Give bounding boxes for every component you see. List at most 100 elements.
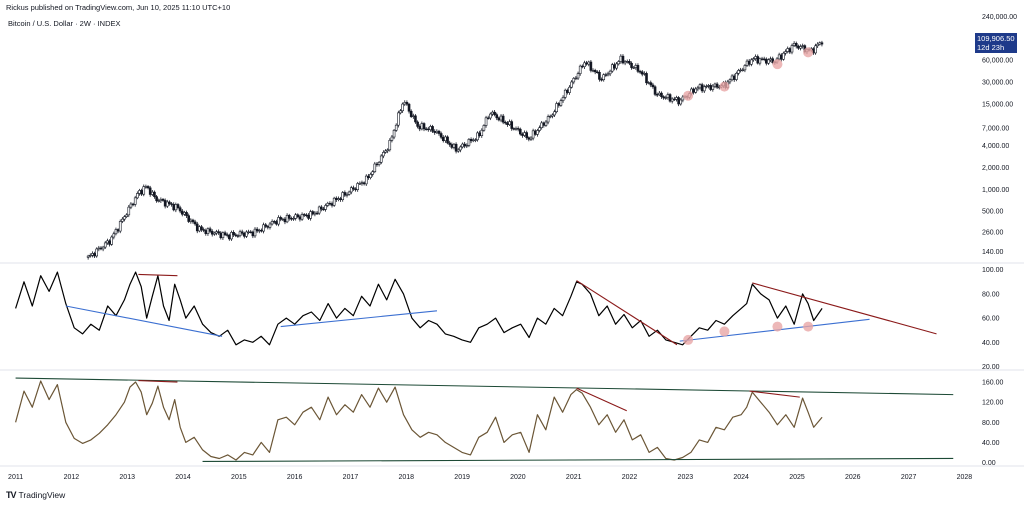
- footer-brand[interactable]: TV TradingView: [6, 490, 65, 500]
- indicator1-tick-label: 100.00: [982, 267, 1004, 274]
- bar-countdown: 12d 23h: [977, 43, 1005, 52]
- candle-body: [598, 72, 601, 80]
- candle-body: [621, 55, 625, 64]
- candle-body: [752, 58, 755, 61]
- candle-body: [471, 139, 475, 142]
- candle-body: [185, 212, 188, 216]
- candle-body: [110, 236, 113, 245]
- candle-body: [444, 136, 447, 141]
- candle-body: [632, 67, 635, 69]
- trendline-blue: [280, 310, 438, 328]
- candle-body: [450, 144, 454, 148]
- candle-body: [662, 96, 665, 99]
- candle-body: [347, 191, 351, 195]
- candle-body: [643, 73, 646, 75]
- candle-body: [294, 214, 297, 219]
- candle-body: [257, 229, 261, 232]
- candle-body: [645, 73, 648, 84]
- candle-body: [362, 182, 366, 185]
- candle-body: [349, 187, 353, 193]
- candle-body: [270, 221, 274, 225]
- candle-body: [403, 102, 407, 105]
- candle-body: [322, 208, 325, 211]
- candle-body: [623, 61, 627, 64]
- candle-body: [138, 190, 141, 194]
- candle-body: [116, 229, 120, 232]
- symbol-title[interactable]: Bitcoin / U.S. Dollar · 2W · INDEX: [8, 19, 121, 28]
- candle-body: [615, 63, 618, 69]
- candle-body: [401, 103, 404, 112]
- candle-body: [221, 232, 225, 239]
- candle-body: [533, 130, 537, 135]
- candle-body: [679, 99, 683, 105]
- candle-body: [465, 145, 469, 147]
- price-tick-label: 260.00: [982, 229, 1004, 236]
- x-tick-label: 2013: [119, 474, 135, 481]
- candle-body: [245, 231, 248, 237]
- candle-body: [510, 121, 514, 129]
- candle-body: [587, 61, 591, 65]
- candle-body: [356, 183, 359, 190]
- candle-body: [277, 217, 280, 225]
- candle-body: [155, 196, 158, 202]
- candle-body: [253, 228, 257, 237]
- candle-body: [95, 248, 98, 257]
- candle-body: [358, 183, 362, 185]
- candle-body: [516, 128, 520, 130]
- candle-body: [486, 117, 490, 119]
- candle-body: [566, 89, 569, 93]
- candle-body: [397, 112, 400, 126]
- x-tick-label: 2025: [789, 474, 805, 481]
- candle-body: [625, 61, 629, 63]
- candle-body: [739, 69, 742, 72]
- price-pane[interactable]: [86, 40, 824, 260]
- candle-body: [546, 116, 550, 123]
- candle-body: [741, 69, 745, 71]
- candle-body: [698, 84, 702, 89]
- candle-body: [213, 232, 216, 235]
- candle-body: [292, 218, 295, 220]
- indicator2-tick-label: 120.00: [982, 400, 1004, 407]
- candle-body: [702, 86, 706, 92]
- candle-body: [606, 73, 610, 76]
- candle-body: [388, 139, 392, 151]
- candle-body: [572, 78, 576, 83]
- candle-body: [176, 204, 180, 209]
- candle-body: [762, 58, 766, 60]
- pane-separators: [0, 262, 1024, 467]
- indicator-pane-1[interactable]: [15, 271, 937, 346]
- candle-body: [369, 174, 372, 179]
- candle-body: [604, 74, 608, 76]
- candle-body: [272, 221, 276, 223]
- candle-body: [570, 81, 573, 88]
- x-tick-label: 2021: [566, 474, 582, 481]
- candle-body: [495, 114, 499, 119]
- candle-body: [283, 218, 287, 223]
- candle-body: [125, 214, 128, 217]
- candle-body: [816, 43, 819, 47]
- candle-body: [170, 203, 173, 205]
- price-tick-label: 1,000.00: [982, 187, 1009, 194]
- candle-body: [589, 61, 593, 71]
- candle-body: [480, 129, 484, 137]
- candle-body: [367, 175, 370, 179]
- candle-body: [91, 253, 94, 256]
- candle-body: [608, 70, 612, 75]
- indicator-pane-2[interactable]: [15, 377, 954, 463]
- candle-body: [335, 197, 338, 201]
- candle-body: [613, 64, 616, 69]
- candle-body: [707, 85, 710, 87]
- candle-body: [660, 92, 663, 97]
- indicator1-tick-label: 60.00: [982, 316, 1000, 323]
- candle-body: [469, 138, 473, 142]
- indicator2-tick-label: 160.00: [982, 380, 1004, 387]
- candle-body: [384, 150, 387, 153]
- x-tick-label: 2014: [175, 474, 191, 481]
- candle-body: [638, 71, 642, 73]
- candle-body: [602, 74, 606, 81]
- candle-body: [215, 231, 218, 234]
- candle-body: [187, 215, 190, 222]
- candle-body: [578, 65, 582, 74]
- candle-body: [191, 219, 195, 223]
